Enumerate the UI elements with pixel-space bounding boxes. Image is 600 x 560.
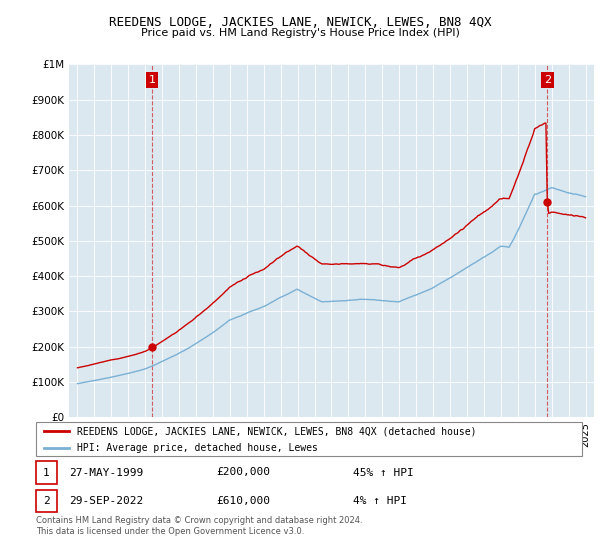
- Text: 2: 2: [544, 75, 551, 85]
- Text: 1: 1: [148, 75, 155, 85]
- Text: REEDENS LODGE, JACKIES LANE, NEWICK, LEWES, BN8 4QX (detached house): REEDENS LODGE, JACKIES LANE, NEWICK, LEW…: [77, 426, 476, 436]
- Text: 29-SEP-2022: 29-SEP-2022: [69, 496, 143, 506]
- Text: 45% ↑ HPI: 45% ↑ HPI: [353, 468, 413, 478]
- Text: £200,000: £200,000: [216, 468, 270, 478]
- Text: 4% ↑ HPI: 4% ↑ HPI: [353, 496, 407, 506]
- Text: 1: 1: [43, 468, 50, 478]
- Bar: [36, 461, 57, 484]
- Text: £610,000: £610,000: [216, 496, 270, 506]
- Text: 2: 2: [43, 496, 50, 506]
- Text: REEDENS LODGE, JACKIES LANE, NEWICK, LEWES, BN8 4QX: REEDENS LODGE, JACKIES LANE, NEWICK, LEW…: [109, 16, 491, 29]
- Bar: [36, 489, 57, 512]
- Text: Price paid vs. HM Land Registry's House Price Index (HPI): Price paid vs. HM Land Registry's House …: [140, 28, 460, 38]
- Text: Contains HM Land Registry data © Crown copyright and database right 2024.
This d: Contains HM Land Registry data © Crown c…: [36, 516, 362, 536]
- Text: 27-MAY-1999: 27-MAY-1999: [69, 468, 143, 478]
- Text: HPI: Average price, detached house, Lewes: HPI: Average price, detached house, Lewe…: [77, 443, 318, 452]
